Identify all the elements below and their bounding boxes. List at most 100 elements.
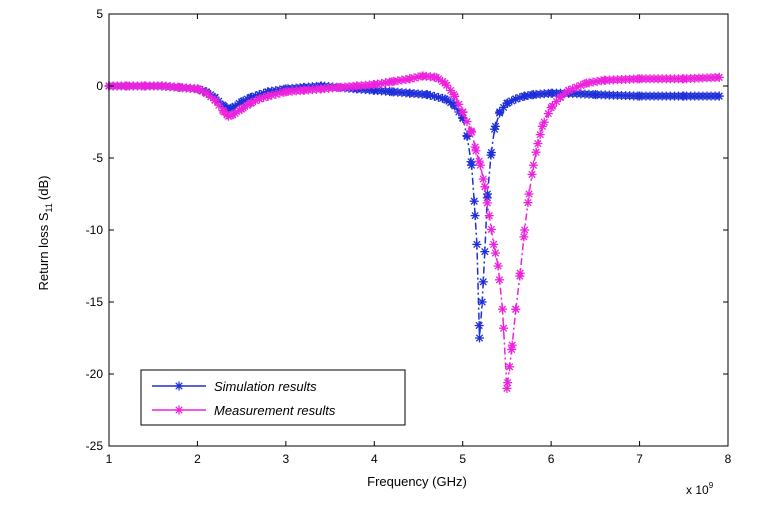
data-point <box>467 160 477 170</box>
y-tick-label: 0 <box>96 79 103 93</box>
data-point <box>462 117 472 127</box>
y-tick-label: -20 <box>86 367 104 381</box>
data-point <box>528 90 538 100</box>
data-point <box>477 297 487 307</box>
data-point <box>507 340 517 350</box>
data-point <box>228 110 238 120</box>
y-tick-label: -15 <box>86 295 104 309</box>
legend-marker-star <box>174 381 184 391</box>
data-point <box>635 91 645 101</box>
legend-marker-simulation <box>174 381 184 391</box>
legend-marker-measurement <box>174 405 184 415</box>
data-point <box>245 98 255 108</box>
y-axis-label: Return loss S11 (dB) <box>36 176 54 291</box>
y-tick-label: -25 <box>86 439 104 453</box>
data-point <box>175 82 185 92</box>
data-point <box>271 89 281 99</box>
data-point <box>484 211 494 221</box>
data-point <box>480 182 490 192</box>
data-point <box>520 225 530 235</box>
data-point <box>469 196 479 206</box>
x-tick-label: 3 <box>283 452 290 466</box>
plot-marks <box>104 71 724 393</box>
data-point <box>511 304 521 314</box>
data-point <box>478 174 488 184</box>
data-point <box>475 333 485 343</box>
data-point <box>490 248 500 258</box>
x-tick-label: 7 <box>636 452 643 466</box>
x-tick-label: 4 <box>371 452 378 466</box>
legend-label-simulation: Simulation results <box>214 379 317 394</box>
data-point <box>405 88 415 98</box>
legend-marker-star <box>174 405 184 415</box>
data-point <box>679 74 689 84</box>
y-axis-label-subscript: 11 <box>44 203 54 212</box>
data-point <box>590 90 600 100</box>
data-point <box>475 160 485 170</box>
legend-box <box>140 369 406 426</box>
data-point <box>446 85 456 95</box>
data-point <box>498 304 508 314</box>
x-tick-label: 1 <box>106 452 113 466</box>
x-tick-label: 5 <box>459 452 466 466</box>
data-point <box>387 87 397 97</box>
data-point <box>263 91 273 101</box>
data-point <box>471 146 481 156</box>
data-point <box>635 74 645 84</box>
data-point <box>474 321 484 331</box>
data-point <box>535 130 545 140</box>
data-point <box>334 82 344 92</box>
y-axis: 5 0 -5 -10 -15 -20 -25 <box>86 7 728 453</box>
data-point <box>478 277 488 287</box>
data-point <box>537 121 547 131</box>
data-point <box>599 75 609 85</box>
data-point <box>489 239 499 249</box>
data-point <box>495 107 505 117</box>
data-point <box>528 160 538 170</box>
x-tick-label: 2 <box>194 452 201 466</box>
x-axis-label: Frequency (GHz) <box>367 474 467 489</box>
data-point <box>470 211 480 221</box>
x-axis-multiplier-base: x 10 <box>686 483 709 497</box>
data-point <box>458 107 468 117</box>
data-point <box>422 90 432 100</box>
y-tick-label: 5 <box>96 7 103 21</box>
data-point <box>546 103 556 113</box>
data-point <box>157 81 167 91</box>
data-point <box>201 88 211 98</box>
data-point <box>527 169 537 179</box>
data-point <box>480 247 490 257</box>
legend: Simulation results Measurement results <box>140 369 406 426</box>
data-point <box>714 91 724 101</box>
data-point <box>503 378 513 388</box>
y-axis-label-main: Return loss S <box>36 212 51 290</box>
data-point <box>490 124 500 134</box>
data-point <box>440 78 450 88</box>
x-axis: 1 2 3 4 5 6 7 8 <box>106 14 732 466</box>
data-point <box>502 383 512 393</box>
x-tick-label: 8 <box>725 452 732 466</box>
data-point <box>520 91 530 101</box>
data-point <box>449 90 459 100</box>
data-point <box>519 232 529 242</box>
data-point <box>405 74 415 84</box>
data-point <box>299 85 309 95</box>
legend-label-measurement: Measurement results <box>214 403 336 418</box>
data-point <box>582 78 592 88</box>
data-point <box>511 94 521 104</box>
data-point <box>219 107 229 117</box>
data-point <box>515 268 525 278</box>
data-point <box>467 127 477 137</box>
data-point <box>192 84 202 94</box>
data-point <box>546 88 556 98</box>
data-point <box>505 362 515 372</box>
data-point <box>714 72 724 82</box>
data-point <box>214 100 224 110</box>
data-point <box>502 98 512 108</box>
x-axis-multiplier: x 109 <box>686 481 714 497</box>
data-point <box>139 81 149 91</box>
data-point <box>210 95 220 105</box>
data-point <box>524 189 534 199</box>
data-point <box>499 323 509 333</box>
